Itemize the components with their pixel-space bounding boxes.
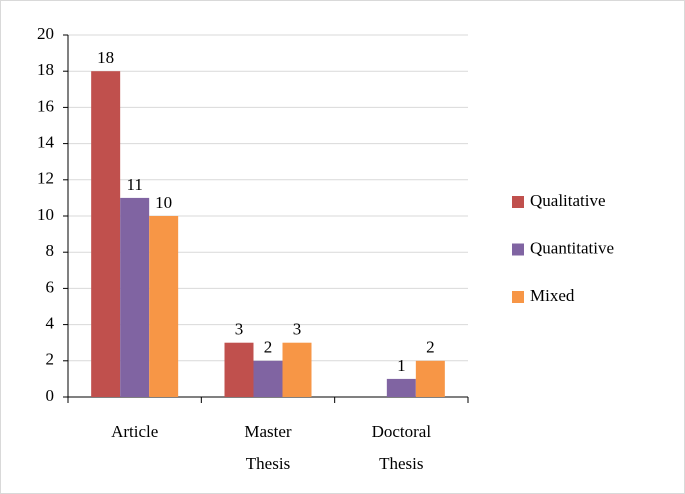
y-tick-label: 10 — [37, 205, 54, 224]
bar — [224, 342, 254, 397]
y-tick-label: 0 — [46, 386, 55, 405]
x-tick-label-line: Master — [244, 422, 292, 441]
bar — [120, 197, 150, 397]
data-label: 2 — [264, 338, 273, 357]
x-tick-label-line: Thesis — [379, 454, 423, 473]
y-tick-label: 16 — [37, 96, 54, 115]
bar — [282, 342, 312, 397]
data-label: 11 — [126, 175, 142, 194]
x-tick-label: Doctoral Thesis — [372, 422, 432, 473]
x-tick-label-line: Doctoral — [372, 422, 432, 441]
data-label: 1 — [397, 356, 406, 375]
data-label: 2 — [426, 338, 435, 357]
bar — [91, 71, 121, 397]
data-label: 3 — [235, 320, 244, 339]
bar — [253, 360, 283, 397]
y-tick-label: 14 — [37, 133, 55, 152]
legend-label: Mixed — [530, 286, 575, 305]
y-tick-label: 2 — [46, 350, 55, 369]
y-tick-label: 6 — [46, 277, 55, 296]
y-tick-label: 12 — [37, 169, 54, 188]
bar — [415, 360, 445, 397]
legend-swatch — [512, 243, 524, 256]
legend-label: Quantitative — [530, 238, 614, 257]
bar — [149, 216, 179, 397]
legend-swatch — [512, 291, 524, 303]
x-tick-label-line: Thesis — [246, 454, 290, 473]
y-tick-label: 4 — [46, 314, 55, 333]
y-tick-label: 8 — [46, 241, 55, 260]
bar — [386, 378, 416, 397]
legend-swatch — [512, 196, 524, 208]
data-label: 3 — [293, 320, 302, 339]
x-tick-label: Article — [111, 422, 158, 441]
data-label: 18 — [97, 48, 114, 67]
data-label: 10 — [155, 193, 172, 212]
y-tick-label: 20 — [37, 24, 54, 43]
x-tick-label: Master Thesis — [244, 422, 292, 473]
legend-label: Qualitative — [530, 191, 606, 210]
y-tick-label: 18 — [37, 60, 54, 79]
